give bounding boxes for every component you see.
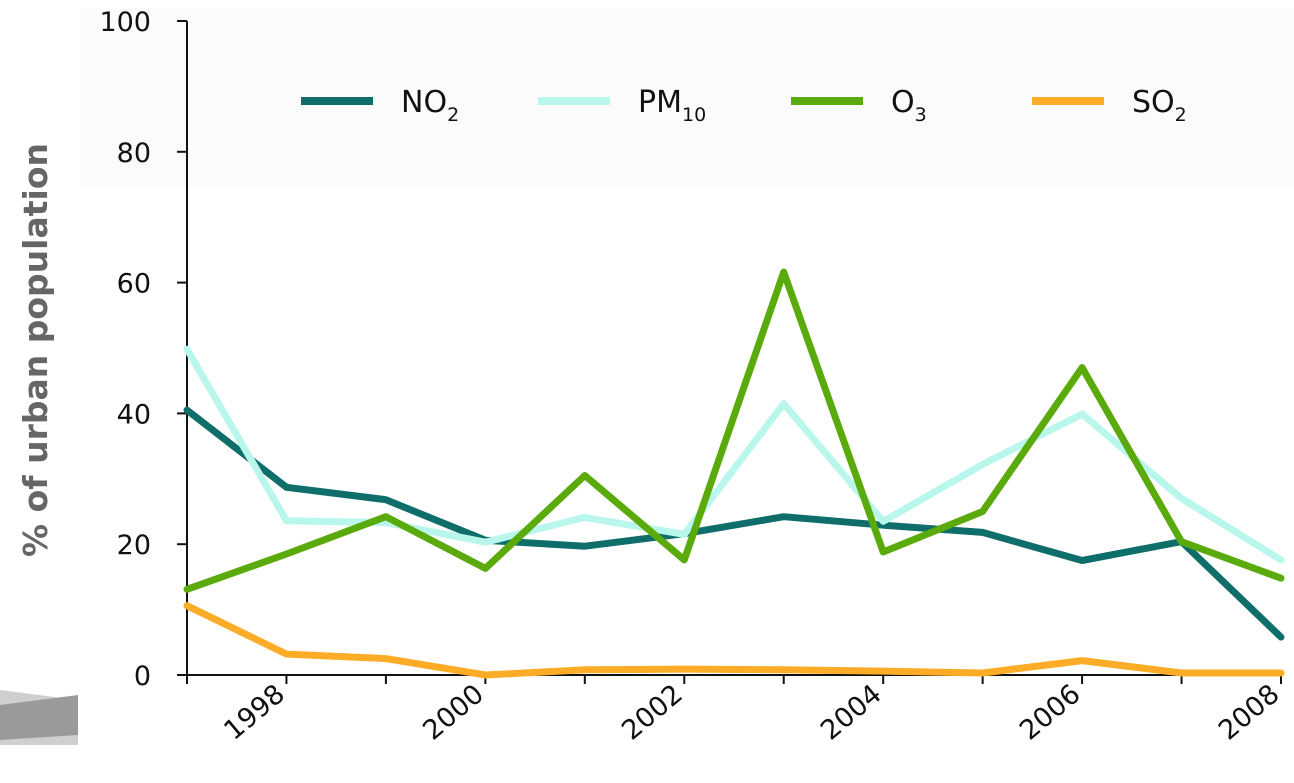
series-line-o3 xyxy=(183,268,1285,593)
legend: NO2 PM10 O3 SO2 xyxy=(301,85,1187,126)
y-axis-label: % of urban population xyxy=(16,143,55,557)
series-lines xyxy=(183,268,1285,679)
x-tick-label: 2000 xyxy=(417,679,490,747)
y-tick-label: 60 xyxy=(117,269,151,300)
x-tick-label: 1998 xyxy=(218,679,291,747)
series-line-no2 xyxy=(183,406,1285,641)
y-tick-label: 100 xyxy=(99,7,151,38)
y-tick-label: 0 xyxy=(134,661,151,692)
y-tick-labels: 0 20 40 60 80 100 xyxy=(99,7,151,692)
x-tick-label: 2008 xyxy=(1213,679,1286,747)
x-tick-label: 2004 xyxy=(815,679,888,747)
x-tick-label: 2006 xyxy=(1014,679,1087,747)
series-line-so2 xyxy=(183,602,1285,679)
y-tick-label: 80 xyxy=(117,138,151,169)
x-tick-label: 2002 xyxy=(616,679,689,747)
y-tick-label: 40 xyxy=(117,399,151,430)
y-tick-label: 20 xyxy=(117,530,151,561)
x-tick-labels: 1998 2000 2002 2004 2006 2008 xyxy=(218,679,1285,747)
